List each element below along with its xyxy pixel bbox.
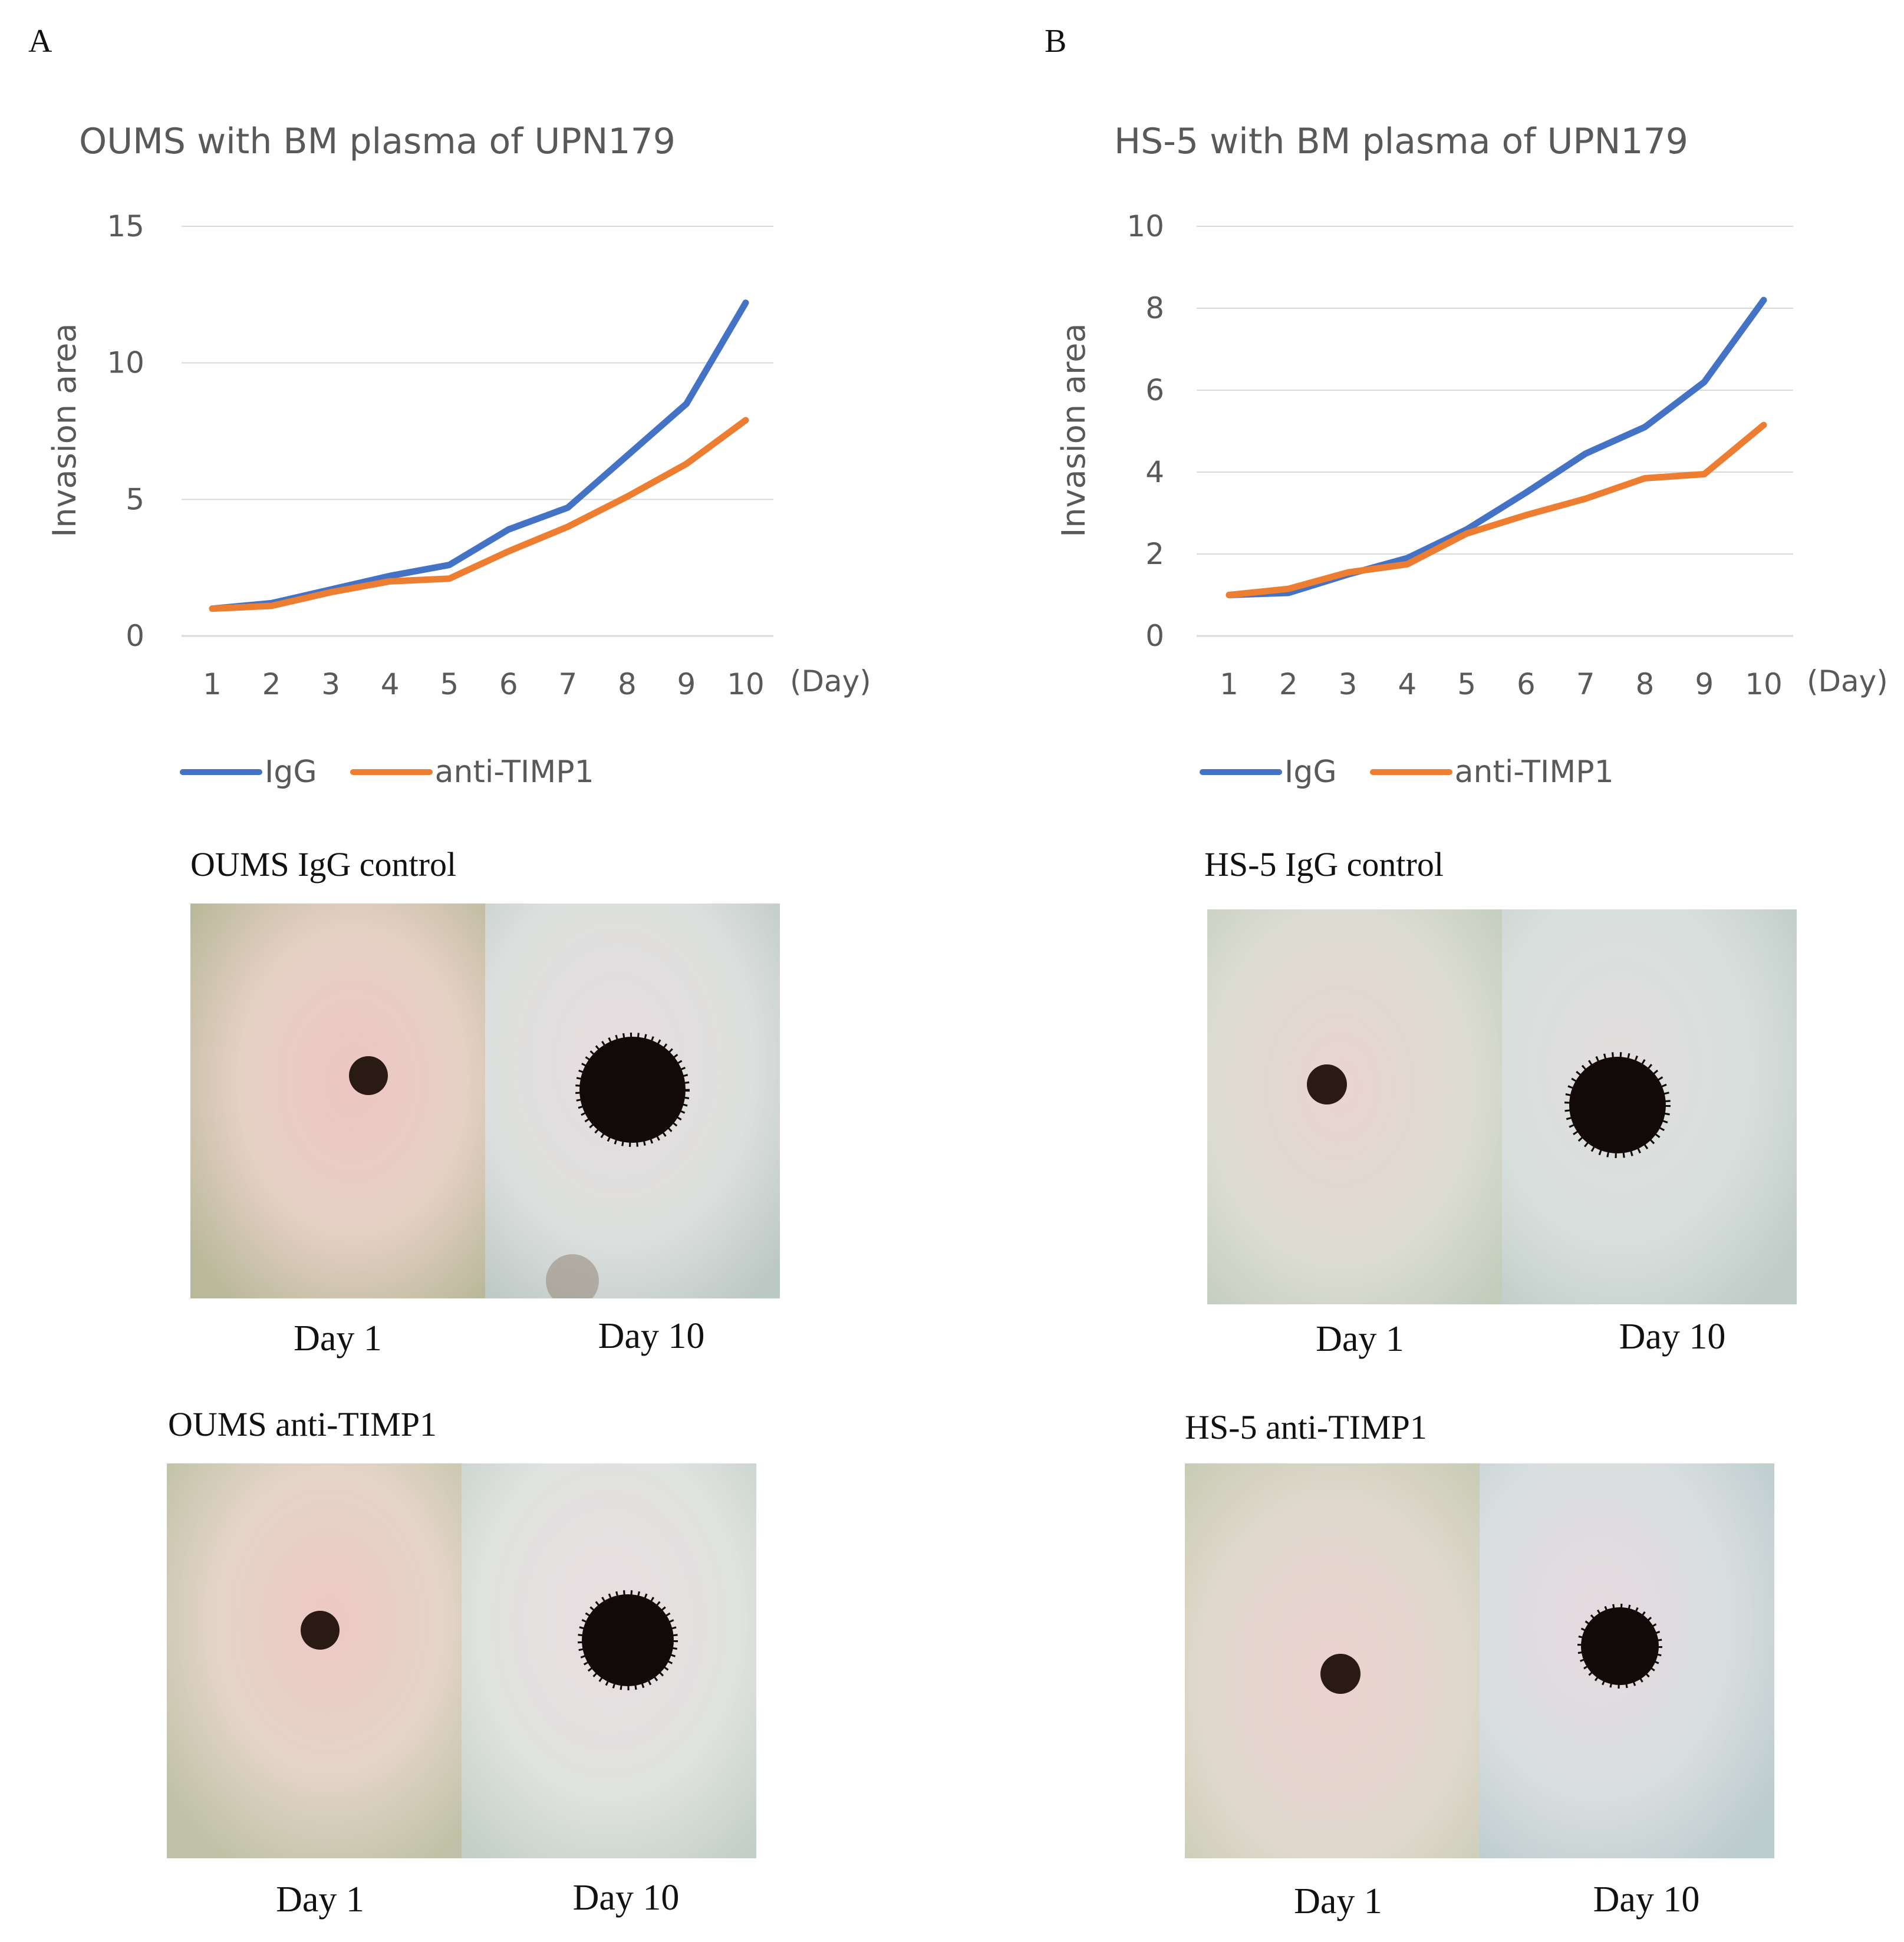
chart-a: 0 5 10 15 1 2 3 4 5 6 7 8 9 10 Invasion area (Day): [46, 209, 871, 701]
panel-letter-b: B: [1045, 23, 1067, 60]
micrograph-day10: [462, 1463, 756, 1858]
photo-label-day10: Day 10: [1619, 1317, 1726, 1357]
y-tick-label: 0: [126, 619, 144, 653]
micrograph-day1: [167, 1463, 462, 1858]
x-tick-label: 6: [1517, 667, 1536, 701]
spheroid: [349, 1056, 388, 1095]
legend-swatch-igg: [1200, 769, 1282, 775]
y-tick-label: 15: [107, 209, 144, 243]
y-tick-label: 10: [1126, 209, 1164, 243]
x-tick-label: 10: [1745, 667, 1783, 701]
legend-label-igg: IgG: [265, 754, 317, 790]
series-line-anti-timp1: [1226, 421, 1767, 598]
x-tick-label: 9: [677, 667, 696, 701]
legend-label-anti-timp1: anti-TIMP1: [1454, 754, 1614, 790]
y-tick-label: 0: [1145, 619, 1164, 653]
micrograph-day10: [1480, 1463, 1774, 1858]
x-tick-label: 2: [1279, 667, 1298, 701]
spheroid: [301, 1611, 340, 1650]
x-tick-label: 5: [1457, 667, 1476, 701]
spheroid: [1320, 1654, 1361, 1694]
y-tick-label: 5: [126, 482, 144, 516]
y-tick-label: 4: [1145, 455, 1164, 489]
chart-b-title: HS-5 with BM plasma of UPN179: [1114, 121, 1688, 162]
photo-label-day1: Day 1: [276, 1880, 364, 1920]
photo-set-title: OUMS anti-TIMP1: [168, 1405, 437, 1443]
photo-set-title: OUMS IgG control: [190, 845, 457, 883]
x-tick-label: 9: [1695, 667, 1714, 701]
series-line-anti-timp1: [209, 417, 749, 612]
x-axis-unit-label: (Day): [790, 664, 871, 698]
spheroid: [575, 1033, 690, 1147]
y-tick-label: 10: [107, 346, 144, 380]
x-tick-label: 1: [1220, 667, 1238, 701]
x-tick-label: 5: [440, 667, 459, 701]
photo-set-title: HS-5 IgG control: [1204, 845, 1444, 883]
x-tick-label: 3: [321, 667, 340, 701]
spheroid: [1307, 1064, 1347, 1104]
photo-set-title: HS-5 anti-TIMP1: [1185, 1408, 1427, 1446]
y-axis-label: Invasion area: [46, 323, 83, 537]
spheroid: [578, 1590, 678, 1690]
x-tick-label: 4: [1398, 667, 1417, 701]
photo-label-day10: Day 10: [1593, 1880, 1700, 1920]
x-tick-label: 3: [1339, 667, 1358, 701]
y-tick-label: 6: [1145, 373, 1164, 407]
micrograph-day10: [485, 904, 780, 1298]
x-tick-label: 7: [1576, 667, 1595, 701]
series-line-igg: [1226, 296, 1767, 598]
micrograph-day1: [190, 904, 485, 1298]
legend-swatch-igg: [180, 769, 262, 775]
photo-label-day10: Day 10: [572, 1878, 680, 1918]
legend-swatch-anti-timp1: [350, 769, 433, 775]
chart-a-legend: IgG anti-TIMP1: [180, 754, 594, 790]
x-tick-label: 8: [618, 667, 637, 701]
photo-label-day1: Day 1: [1294, 1881, 1382, 1921]
x-tick-label: 4: [381, 667, 400, 701]
legend-label-igg: IgG: [1284, 754, 1337, 790]
panel-letter-a: A: [28, 23, 52, 60]
legend-label-anti-timp1: anti-TIMP1: [434, 754, 594, 790]
micrograph-day10: [1502, 909, 1797, 1304]
photo-label-day10: Day 10: [598, 1316, 705, 1356]
chart-b-legend: IgG anti-TIMP1: [1200, 754, 1614, 790]
x-tick-label: 7: [558, 667, 577, 701]
x-axis-unit-label: (Day): [1807, 664, 1888, 698]
photo-label-day1: Day 1: [294, 1318, 382, 1359]
chart-a-title: OUMS with BM plasma of UPN179: [79, 121, 676, 162]
micrograph-day1: [1207, 909, 1502, 1304]
x-tick-label: 8: [1636, 667, 1655, 701]
spheroid: [1577, 1604, 1662, 1689]
x-tick-label: 2: [262, 667, 281, 701]
x-tick-label: 1: [203, 667, 222, 701]
photo-label-day1: Day 1: [1316, 1319, 1404, 1359]
x-tick-label: 6: [499, 667, 518, 701]
legend-swatch-anti-timp1: [1369, 769, 1452, 775]
y-axis-label: Invasion area: [1055, 323, 1092, 537]
y-tick-label: 2: [1145, 537, 1164, 571]
spheroid: [1564, 1052, 1671, 1158]
micrograph-day1: [1185, 1463, 1480, 1858]
x-tick-label: 10: [727, 667, 765, 701]
y-tick-label: 8: [1145, 291, 1164, 325]
